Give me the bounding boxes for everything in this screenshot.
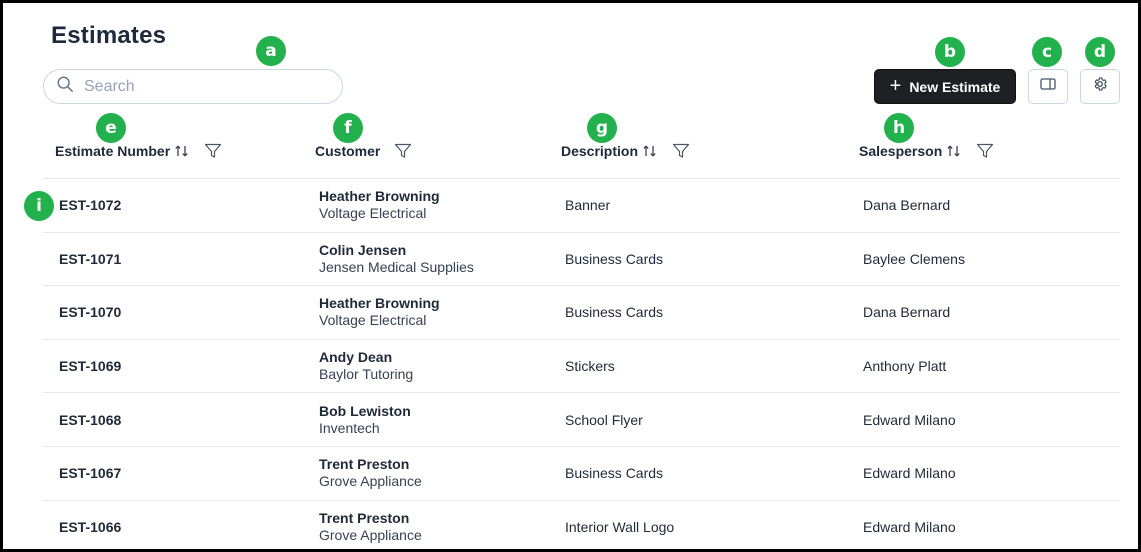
annotation-badge-f: f xyxy=(333,113,363,143)
column-label: Salesperson xyxy=(859,143,943,159)
annotation-badge-i: i xyxy=(24,191,54,221)
description-cell: Business Cards xyxy=(565,465,664,482)
table-row[interactable]: EST-1070 Heather Browning Voltage Electr… xyxy=(43,285,1120,339)
table-row[interactable]: EST-1071 Colin Jensen Jensen Medical Sup… xyxy=(43,231,1120,286)
description-cell: Banner xyxy=(565,197,611,214)
customer-cell: Bob Lewiston Inventech xyxy=(319,393,411,446)
customer-name: Colin Jensen xyxy=(319,241,407,258)
customer-company: Grove Appliance xyxy=(319,473,422,490)
filter-icon[interactable] xyxy=(976,143,994,159)
filter-icon[interactable] xyxy=(394,143,412,159)
column-label: Customer xyxy=(315,143,381,159)
estimate-number-cell: EST-1066 xyxy=(59,518,122,535)
customer-name: Bob Lewiston xyxy=(319,402,411,419)
plus-icon: + xyxy=(889,74,902,97)
salesperson-cell: Edward Milano xyxy=(863,411,956,428)
table-row[interactable]: EST-1068 Bob Lewiston Inventech School F… xyxy=(43,392,1120,446)
customer-name: Heather Browning xyxy=(319,295,440,312)
estimate-number-cell: EST-1072 xyxy=(59,197,122,214)
search-icon xyxy=(56,75,74,98)
customer-name: Andy Dean xyxy=(319,349,393,366)
estimate-number-cell: EST-1069 xyxy=(59,358,122,375)
salesperson-cell: Edward Milano xyxy=(863,465,956,482)
annotation-badge-e: e xyxy=(96,113,126,143)
customer-cell: Trent Preston Grove Appliance xyxy=(319,447,422,500)
salesperson-cell: Baylee Clemens xyxy=(863,250,965,267)
annotation-badge-d: d xyxy=(1085,37,1115,67)
customer-cell: Heather Browning Voltage Electrical xyxy=(319,286,440,339)
customer-cell: Trent Preston Grove Appliance xyxy=(319,501,422,549)
panel-toggle-icon xyxy=(1040,77,1056,96)
column-header-description[interactable]: Description xyxy=(561,140,690,162)
annotation-badge-b: b xyxy=(935,37,965,67)
page-title: Estimates xyxy=(51,22,167,49)
column-header-estimate-number[interactable]: Estimate Number xyxy=(55,140,222,162)
search-box[interactable] xyxy=(43,69,343,104)
estimate-number-cell: EST-1068 xyxy=(59,411,122,428)
customer-cell: Andy Dean Baylor Tutoring xyxy=(319,340,413,393)
description-cell: Stickers xyxy=(565,358,615,375)
salesperson-cell: Dana Bernard xyxy=(863,197,951,214)
table-row[interactable]: EST-1072 Heather Browning Voltage Electr… xyxy=(43,178,1120,232)
annotation-badge-c: c xyxy=(1032,37,1062,67)
customer-cell: Colin Jensen Jensen Medical Supplies xyxy=(319,233,474,286)
customer-company: Voltage Electrical xyxy=(319,312,427,329)
customer-name: Trent Preston xyxy=(319,509,410,526)
description-cell: Business Cards xyxy=(565,250,664,267)
column-label: Estimate Number xyxy=(55,143,171,159)
table-row[interactable]: EST-1067 Trent Preston Grove Appliance B… xyxy=(43,445,1120,500)
new-estimate-button[interactable]: + New Estimate xyxy=(874,69,1016,104)
customer-company: Inventech xyxy=(319,419,380,436)
annotation-badge-h: h xyxy=(884,113,914,143)
column-label: Description xyxy=(561,143,639,159)
column-header-salesperson[interactable]: Salesperson xyxy=(859,140,994,162)
estimate-number-cell: EST-1071 xyxy=(59,250,122,267)
sort-icon[interactable] xyxy=(174,143,190,159)
customer-name: Trent Preston xyxy=(319,456,410,473)
customer-company: Baylor Tutoring xyxy=(319,366,414,383)
salesperson-cell: Anthony Platt xyxy=(863,358,947,375)
estimates-table: EST-1072 Heather Browning Voltage Electr… xyxy=(43,178,1120,549)
salesperson-cell: Edward Milano xyxy=(863,518,956,535)
description-cell: School Flyer xyxy=(565,411,643,428)
customer-cell: Heather Browning Voltage Electrical xyxy=(319,179,440,232)
customer-company: Grove Appliance xyxy=(319,526,422,543)
customer-company: Voltage Electrical xyxy=(319,205,427,222)
sort-icon[interactable] xyxy=(946,143,962,159)
table-row[interactable]: EST-1069 Andy Dean Baylor Tutoring Stick… xyxy=(43,338,1120,393)
description-cell: Interior Wall Logo xyxy=(565,518,675,535)
settings-button[interactable] xyxy=(1080,69,1120,104)
filter-icon[interactable] xyxy=(672,143,690,159)
column-header-customer[interactable]: Customer xyxy=(315,140,412,162)
annotation-badge-g: g xyxy=(587,113,617,143)
sort-icon[interactable] xyxy=(642,143,658,159)
new-estimate-label: New Estimate xyxy=(909,78,1001,95)
description-cell: Business Cards xyxy=(565,304,664,321)
customer-company: Jensen Medical Supplies xyxy=(319,258,474,275)
table-row[interactable]: EST-1066 Trent Preston Grove Appliance I… xyxy=(43,499,1120,549)
panel-toggle-button[interactable] xyxy=(1028,69,1068,104)
salesperson-cell: Dana Bernard xyxy=(863,304,951,321)
search-input[interactable] xyxy=(84,77,324,96)
gear-icon xyxy=(1092,76,1108,97)
customer-name: Heather Browning xyxy=(319,188,440,205)
filter-icon[interactable] xyxy=(204,143,222,159)
estimate-number-cell: EST-1067 xyxy=(59,465,122,482)
annotation-badge-a: a xyxy=(256,36,286,66)
estimate-number-cell: EST-1070 xyxy=(59,304,122,321)
